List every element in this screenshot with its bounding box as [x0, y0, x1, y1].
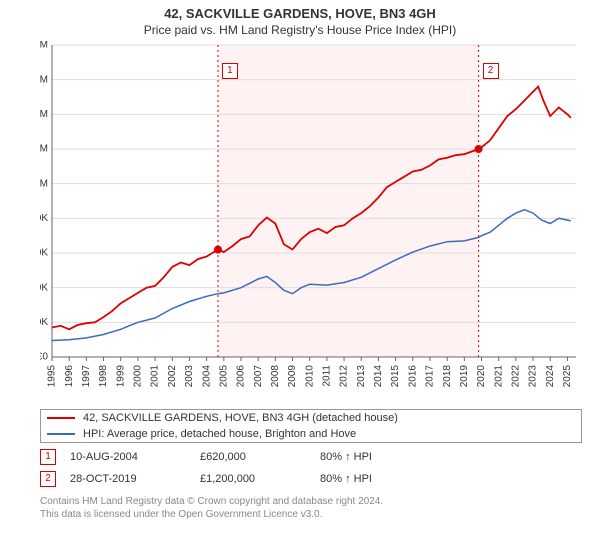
chart-marker-label-1: 1 [222, 63, 238, 79]
svg-text:1996: 1996 [64, 365, 75, 388]
svg-text:2004: 2004 [201, 365, 212, 388]
svg-text:2024: 2024 [545, 365, 556, 388]
sale-note-2: 80% ↑ HPI [320, 473, 372, 485]
svg-text:2005: 2005 [218, 365, 229, 388]
legend-label-hpi: HPI: Average price, detached house, Brig… [83, 428, 356, 440]
chart-marker-label-2: 2 [483, 63, 499, 79]
svg-text:£0: £0 [40, 352, 48, 363]
svg-text:2002: 2002 [167, 365, 178, 388]
sale-marker-2: 2 [40, 471, 56, 487]
svg-text:2006: 2006 [236, 365, 247, 388]
svg-text:1998: 1998 [98, 365, 109, 388]
svg-text:2017: 2017 [425, 365, 436, 388]
price-chart: £0 £200K £400K £600K £800K £1M £1.2M £1.4M £1.6M… [40, 41, 580, 401]
svg-text:£1.4M: £1.4M [40, 109, 48, 120]
sale-date-1: 10-AUG-2004 [70, 451, 200, 463]
legend-item-price: 42, SACKVILLE GARDENS, HOVE, BN3 4GH (de… [41, 410, 581, 426]
license-text: Contains HM Land Registry data © Crown c… [40, 495, 600, 521]
svg-text:£800K: £800K [40, 213, 48, 224]
svg-text:2003: 2003 [184, 365, 195, 388]
svg-text:2022: 2022 [511, 365, 522, 388]
svg-text:2025: 2025 [562, 365, 573, 388]
svg-text:2009: 2009 [287, 365, 298, 388]
svg-text:£1.6M: £1.6M [40, 74, 48, 85]
svg-text:2019: 2019 [459, 365, 470, 388]
svg-text:2010: 2010 [304, 365, 315, 388]
svg-text:1995: 1995 [47, 365, 58, 388]
svg-text:£600K: £600K [40, 248, 48, 259]
legend-swatch-hpi [47, 433, 75, 435]
legend: 42, SACKVILLE GARDENS, HOVE, BN3 4GH (de… [40, 409, 582, 443]
svg-text:2020: 2020 [476, 365, 487, 388]
svg-text:1999: 1999 [115, 365, 126, 388]
svg-text:£1.8M: £1.8M [40, 41, 48, 51]
legend-item-hpi: HPI: Average price, detached house, Brig… [41, 426, 581, 442]
license-line-1: Contains HM Land Registry data © Crown c… [40, 495, 600, 508]
svg-text:1997: 1997 [81, 365, 92, 388]
sale-date-2: 28-OCT-2019 [70, 473, 200, 485]
sale-row-1: 1 10-AUG-2004 £620,000 80% ↑ HPI [40, 443, 600, 465]
license-line-2: This data is licensed under the Open Gov… [40, 508, 600, 521]
svg-text:2007: 2007 [253, 365, 264, 388]
svg-text:2018: 2018 [442, 365, 453, 388]
svg-text:2008: 2008 [270, 365, 281, 388]
svg-text:2015: 2015 [390, 365, 401, 388]
sale-price-2: £1,200,000 [200, 473, 320, 485]
svg-text:2023: 2023 [528, 365, 539, 388]
svg-text:£1.2M: £1.2M [40, 144, 48, 155]
chart-title: 42, SACKVILLE GARDENS, HOVE, BN3 4GH [0, 0, 600, 21]
svg-text:2014: 2014 [373, 365, 384, 388]
svg-text:2012: 2012 [339, 365, 350, 388]
svg-text:2000: 2000 [133, 365, 144, 388]
svg-text:2011: 2011 [322, 365, 333, 387]
legend-label-price: 42, SACKVILLE GARDENS, HOVE, BN3 4GH (de… [83, 412, 398, 424]
sale-row-2: 2 28-OCT-2019 £1,200,000 80% ↑ HPI [40, 465, 600, 487]
sale-note-1: 80% ↑ HPI [320, 451, 372, 463]
svg-text:£200K: £200K [40, 317, 48, 328]
svg-text:2001: 2001 [150, 365, 161, 388]
svg-text:2013: 2013 [356, 365, 367, 388]
svg-text:£400K: £400K [40, 282, 48, 293]
svg-text:2021: 2021 [493, 365, 504, 388]
svg-text:2016: 2016 [407, 365, 418, 388]
legend-swatch-price [47, 417, 75, 419]
sale-price-1: £620,000 [200, 451, 320, 463]
svg-text:£1M: £1M [40, 178, 48, 189]
sale-marker-1: 1 [40, 449, 56, 465]
chart-subtitle: Price paid vs. HM Land Registry's House … [0, 21, 600, 41]
